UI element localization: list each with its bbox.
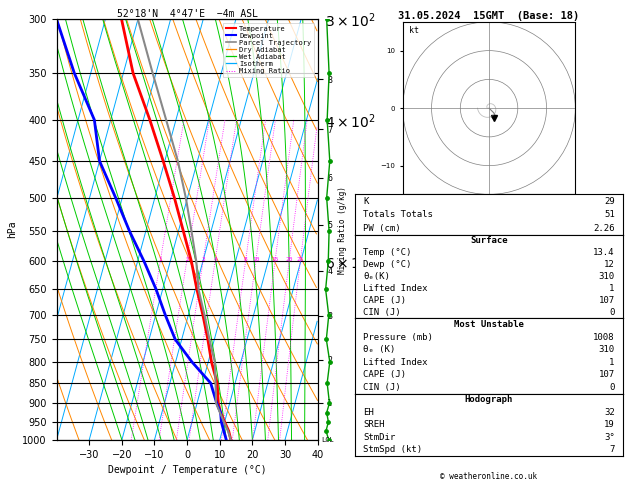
Text: 310: 310 xyxy=(599,345,615,354)
Text: 3°: 3° xyxy=(604,433,615,442)
Text: 20: 20 xyxy=(286,258,293,262)
Text: 51: 51 xyxy=(604,210,615,219)
Text: 2: 2 xyxy=(185,258,189,262)
Point xyxy=(323,258,333,265)
Text: 1: 1 xyxy=(159,258,162,262)
Point xyxy=(323,418,333,426)
Text: StmDir: StmDir xyxy=(364,433,396,442)
Text: Most Unstable: Most Unstable xyxy=(454,320,524,329)
Y-axis label: km
ASL: km ASL xyxy=(379,222,398,237)
Text: Totals Totals: Totals Totals xyxy=(364,210,433,219)
Point xyxy=(324,436,334,444)
Text: CIN (J): CIN (J) xyxy=(364,383,401,392)
Text: 3: 3 xyxy=(201,258,205,262)
Point xyxy=(322,116,332,124)
Point xyxy=(322,379,332,387)
Text: 10: 10 xyxy=(252,258,260,262)
Text: 1: 1 xyxy=(610,284,615,293)
Text: θₑ(K): θₑ(K) xyxy=(364,272,390,281)
Text: Temp (°C): Temp (°C) xyxy=(364,248,412,257)
Point xyxy=(325,399,335,407)
Text: 29: 29 xyxy=(604,197,615,206)
Point xyxy=(324,69,334,77)
Text: 8: 8 xyxy=(244,258,248,262)
Text: 31.05.2024  15GMT  (Base: 18): 31.05.2024 15GMT (Base: 18) xyxy=(398,11,580,21)
Text: Lifted Index: Lifted Index xyxy=(364,284,428,293)
Text: 0: 0 xyxy=(610,383,615,392)
Point xyxy=(321,194,331,202)
Text: PW (cm): PW (cm) xyxy=(364,224,401,232)
Text: 13.4: 13.4 xyxy=(593,248,615,257)
Text: Surface: Surface xyxy=(470,236,508,245)
Text: LCL: LCL xyxy=(321,437,334,443)
Text: 1: 1 xyxy=(610,358,615,367)
Text: CAPE (J): CAPE (J) xyxy=(364,296,406,305)
Text: 19: 19 xyxy=(604,420,615,429)
Text: 2.26: 2.26 xyxy=(593,224,615,232)
Text: 1008: 1008 xyxy=(593,332,615,342)
Text: kt: kt xyxy=(408,26,418,35)
Text: 107: 107 xyxy=(599,296,615,305)
Text: © weatheronline.co.uk: © weatheronline.co.uk xyxy=(440,472,538,481)
Text: 32: 32 xyxy=(604,408,615,417)
Y-axis label: hPa: hPa xyxy=(7,221,17,239)
Point xyxy=(324,227,334,235)
Point xyxy=(324,312,334,319)
Text: θₑ (K): θₑ (K) xyxy=(364,345,396,354)
Text: 107: 107 xyxy=(599,370,615,380)
X-axis label: Dewpoint / Temperature (°C): Dewpoint / Temperature (°C) xyxy=(108,465,267,475)
Point xyxy=(321,427,331,435)
Text: 25: 25 xyxy=(297,258,304,262)
Text: Dewp (°C): Dewp (°C) xyxy=(364,260,412,269)
Text: Mixing Ratio (g/kg): Mixing Ratio (g/kg) xyxy=(338,186,347,274)
Text: 15: 15 xyxy=(272,258,279,262)
Text: 12: 12 xyxy=(604,260,615,269)
Point xyxy=(321,409,331,417)
Text: 0: 0 xyxy=(610,308,615,317)
Point xyxy=(321,16,331,23)
Legend: Temperature, Dewpoint, Parcel Trajectory, Dry Adiabat, Wet Adiabat, Isotherm, Mi: Temperature, Dewpoint, Parcel Trajectory… xyxy=(223,23,314,77)
Text: 7: 7 xyxy=(610,445,615,454)
Text: CAPE (J): CAPE (J) xyxy=(364,370,406,380)
Text: CIN (J): CIN (J) xyxy=(364,308,401,317)
Point xyxy=(325,157,335,165)
Point xyxy=(325,358,335,366)
Text: Pressure (mb): Pressure (mb) xyxy=(364,332,433,342)
Text: EH: EH xyxy=(364,408,374,417)
Text: SREH: SREH xyxy=(364,420,385,429)
Text: 4: 4 xyxy=(213,258,217,262)
Text: Lifted Index: Lifted Index xyxy=(364,358,428,367)
Point xyxy=(321,286,331,294)
Text: K: K xyxy=(364,197,369,206)
Text: Hodograph: Hodograph xyxy=(465,396,513,404)
Text: 310: 310 xyxy=(599,272,615,281)
Point xyxy=(321,335,331,343)
Title: 52°18'N  4°47'E  −4m ASL: 52°18'N 4°47'E −4m ASL xyxy=(116,9,258,18)
Text: StmSpd (kt): StmSpd (kt) xyxy=(364,445,423,454)
